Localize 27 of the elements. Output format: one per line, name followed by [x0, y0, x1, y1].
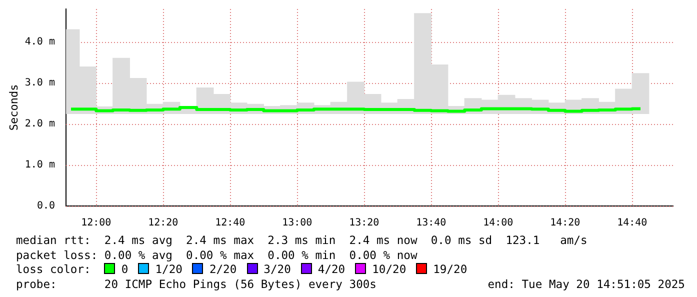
x-tick-label: 12:20: [148, 218, 178, 229]
text: end: Tue May 20 14:51:05 2025: [488, 278, 685, 292]
x-tick-label: 13:20: [349, 218, 380, 229]
legend-label: 4/20: [316, 263, 346, 277]
text: median rtt: 2.4 ms avg 2.4 ms max 2.3 ms min 2.4 ms now 0.0 ms sd 123.1 am/s: [16, 234, 588, 248]
x-tick-label: 14:20: [550, 218, 580, 229]
legend-label: 19/20: [432, 263, 468, 277]
text: probe: 20 ICMP Echo Pings (56 Bytes) every 300s: [16, 278, 376, 292]
legend-label: 3/20: [262, 263, 291, 277]
x-tick-label: 12:00: [81, 218, 112, 229]
x-tick-label: 12:40: [215, 218, 246, 229]
y-tick-label: 2.0 m: [24, 118, 55, 130]
x-tick-label: 14:00: [483, 218, 514, 229]
y-axis-title: Seconds: [7, 84, 20, 131]
x-tick-label: 13:40: [416, 218, 446, 229]
y-tick-label: 1.0 m: [24, 160, 55, 171]
x-tick-label: 14:40: [617, 218, 648, 229]
legend-title: loss color:: [16, 263, 92, 276]
legend-label: 2/20: [208, 263, 237, 277]
legend-label: 0: [120, 263, 128, 277]
x-tick-label: 13:00: [282, 218, 312, 229]
y-tick-label: 3.0 m: [24, 77, 55, 88]
text: packet loss: 0.00 % avg 0.00 % max 0.00 % min 0.00 % now: [16, 249, 418, 263]
y-tick-label: 0.0: [36, 200, 55, 212]
y-tick-label: 4.0 m: [24, 36, 55, 48]
legend-label: 1/20: [154, 263, 182, 277]
legend-label: 10/20: [371, 263, 406, 277]
